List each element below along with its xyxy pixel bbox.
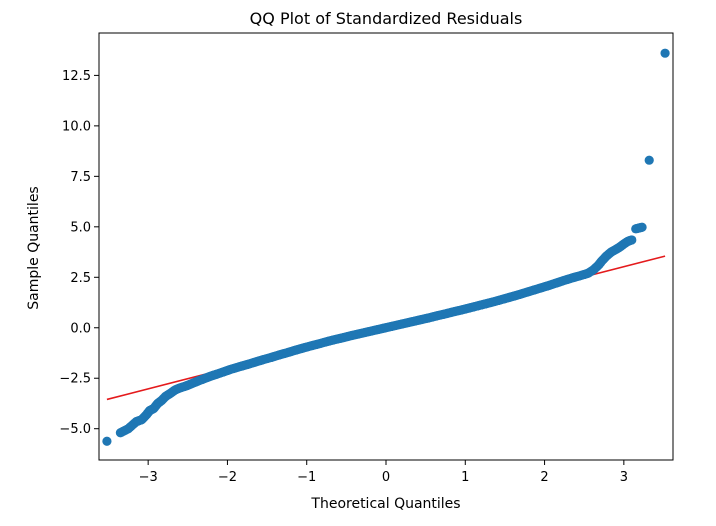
points-layer [102,48,670,446]
x-axis-label: Theoretical Quantiles [310,496,460,512]
data-point [660,48,670,58]
data-point [627,235,637,245]
y-tick-label: −2.5 [59,372,91,387]
x-tick-label: −2 [218,470,237,485]
x-tick-label: 0 [382,470,390,485]
plot-area [98,32,674,461]
y-axis-label: Sample Quantiles [26,186,42,309]
y-axis-ticks: −5.0 −2.5 0.0 2.5 5.0 7.5 10.0 12.5 [59,69,99,437]
x-tick-label: −3 [139,470,158,485]
x-tick-label: −1 [297,470,316,485]
y-tick-label: 2.5 [70,271,91,286]
y-tick-label: −5.0 [59,422,91,437]
x-tick-label: 2 [540,470,548,485]
chart-title: QQ Plot of Standardized Residuals [250,9,523,28]
y-tick-label: 7.5 [70,170,91,185]
data-point [637,222,647,232]
data-point [644,155,654,165]
y-tick-label: 0.0 [70,321,91,336]
x-axis-ticks: −3 −2 −1 0 1 2 3 [139,460,628,485]
data-point [102,436,112,446]
y-tick-label: 12.5 [62,69,91,84]
plot-frame [98,32,674,461]
y-tick-label: 10.0 [62,119,91,134]
x-tick-label: 3 [620,470,628,485]
y-tick-label: 5.0 [70,220,91,235]
x-tick-label: 1 [461,470,469,485]
